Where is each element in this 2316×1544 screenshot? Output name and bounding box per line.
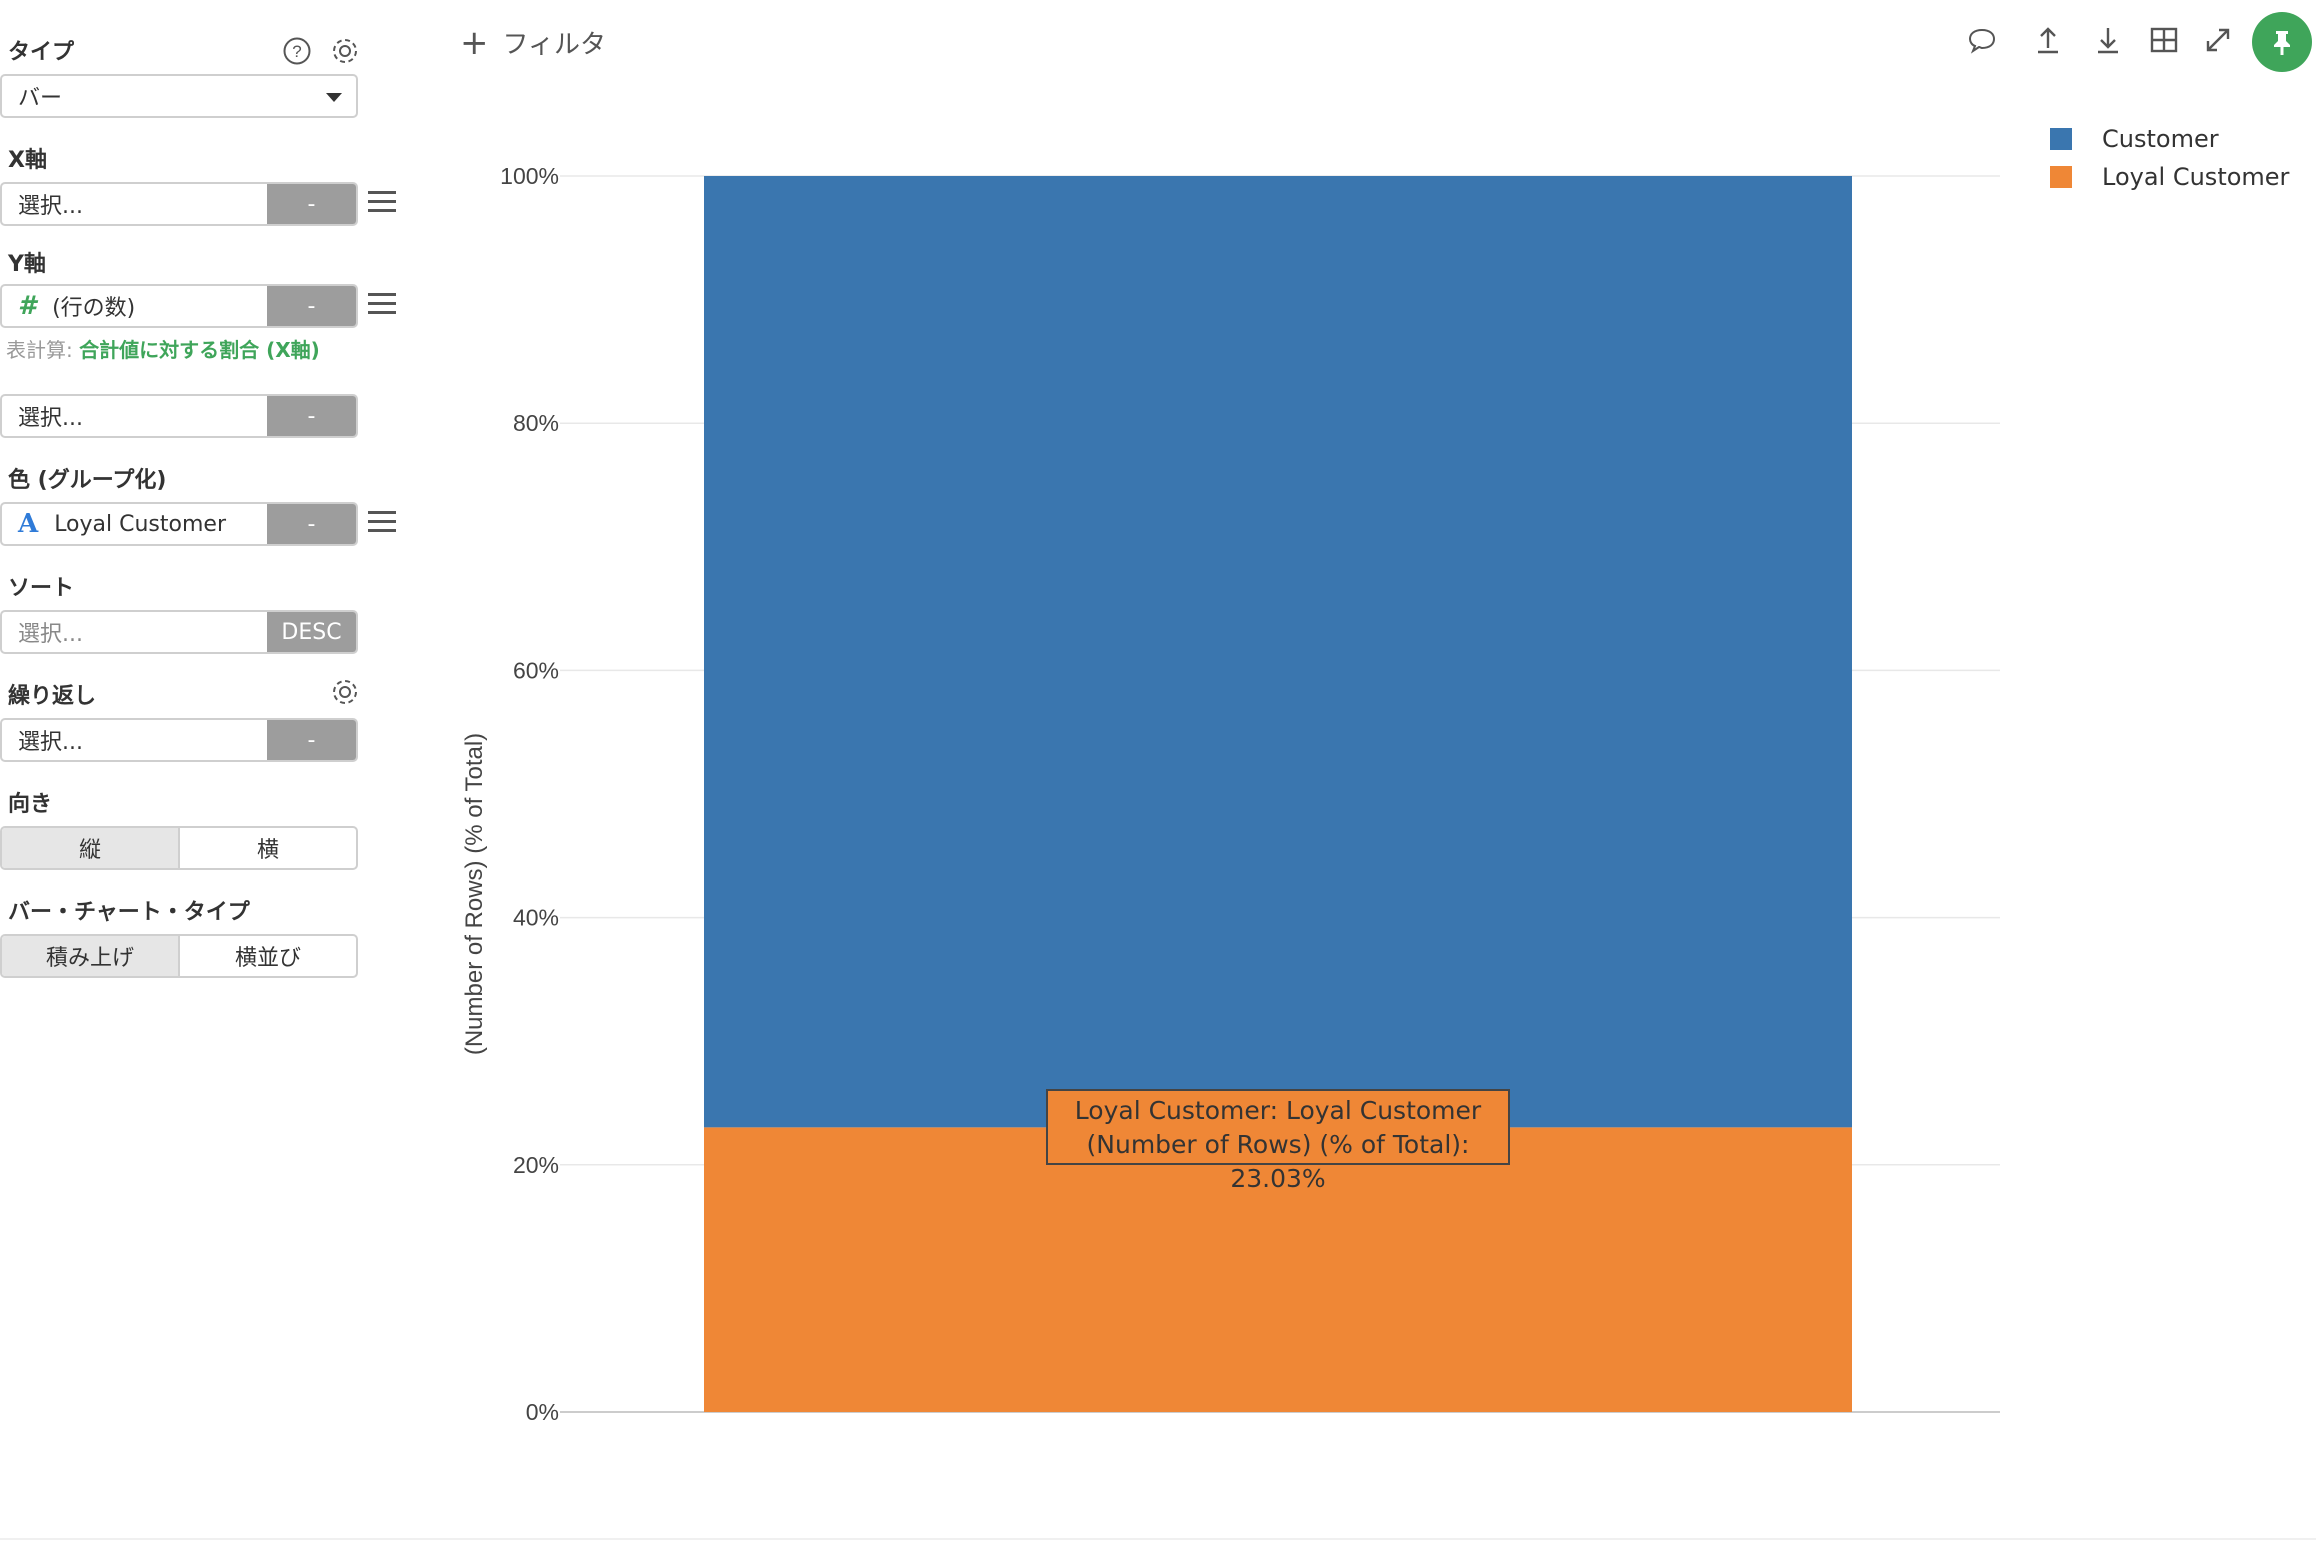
legend-item-loyal-customer[interactable]: Loyal Customer bbox=[2050, 158, 2289, 196]
bar-segment-loyal-customer[interactable] bbox=[704, 1127, 1852, 1412]
chart-bars bbox=[704, 176, 1852, 1412]
y-tick-label: 20% bbox=[513, 1152, 559, 1178]
orientation-vertical-option[interactable]: 縦 bbox=[2, 828, 178, 868]
repeat-aggregate-button[interactable]: - bbox=[267, 720, 356, 760]
plus-icon: + bbox=[460, 22, 489, 63]
y-axis-menu-icon[interactable] bbox=[368, 293, 396, 315]
sort-selector: 選択... DESC bbox=[0, 610, 358, 654]
orientation-toggle: 縦 横 bbox=[0, 826, 358, 870]
table-icon[interactable] bbox=[2148, 24, 2180, 56]
y-axis-selector: # (行の数) - bbox=[0, 284, 358, 328]
color-selector: A Loyal Customer - bbox=[0, 502, 358, 546]
repeat-field[interactable]: 選択... bbox=[18, 730, 83, 755]
sort-label: ソート bbox=[8, 576, 75, 601]
svg-text:?: ? bbox=[292, 42, 301, 61]
bar-chart-type-toggle: 積み上げ 横並び bbox=[0, 934, 358, 978]
help-icon[interactable]: ? bbox=[282, 36, 312, 66]
color-value: Loyal Customer bbox=[54, 511, 226, 537]
chart-y-ticks: 0% 20% 40% 60% 80% 100% bbox=[500, 163, 559, 1425]
y-tick-label: 100% bbox=[500, 163, 559, 189]
chart-legend: Customer Loyal Customer bbox=[2050, 120, 2289, 196]
table-calculation-value[interactable]: 合計値に対する割合 (X軸) bbox=[79, 338, 320, 362]
add-filter-button[interactable]: + フィルタ bbox=[460, 24, 606, 61]
add-filter-label: フィルタ bbox=[502, 30, 606, 60]
chart-tooltip: Loyal Customer: Loyal Customer (Number o… bbox=[1046, 1089, 1510, 1193]
y-tick-label: 40% bbox=[513, 905, 559, 931]
upload-icon[interactable] bbox=[2032, 24, 2064, 56]
orientation-horizontal-option[interactable]: 横 bbox=[178, 828, 356, 868]
color-aggregate-button[interactable]: - bbox=[267, 504, 356, 544]
legend-swatch-loyal-customer bbox=[2050, 166, 2072, 188]
x-axis-label: X軸 bbox=[8, 148, 47, 173]
y-axis-label: Y軸 bbox=[8, 252, 46, 277]
legend-item-customer[interactable]: Customer bbox=[2050, 120, 2289, 158]
chart-config-sidebar: タイプ ? バー X軸 選択... - Y軸 # (行の数) - 表計算: 合計… bbox=[0, 0, 396, 1544]
repeat-gear-icon[interactable] bbox=[330, 677, 360, 707]
bar-type-stacked-option[interactable]: 積み上げ bbox=[2, 936, 178, 976]
y-tick-label: 80% bbox=[513, 410, 559, 436]
y-axis2-selector: 選択... - bbox=[0, 394, 358, 438]
bar-chart-type-label: バー・チャート・タイプ bbox=[8, 900, 250, 925]
orientation-label: 向き bbox=[8, 792, 53, 817]
x-axis-aggregate-button[interactable]: - bbox=[267, 184, 356, 224]
bar-segment-customer[interactable] bbox=[704, 176, 1852, 1128]
legend-label-loyal-customer: Loyal Customer bbox=[2102, 163, 2290, 191]
tooltip-line-1: Loyal Customer: Loyal Customer bbox=[1074, 1096, 1482, 1125]
color-menu-icon[interactable] bbox=[368, 511, 396, 533]
text-type-icon: A bbox=[18, 509, 39, 539]
y-axis-value: (行の数) bbox=[52, 296, 136, 321]
y-axis2-field[interactable]: 選択... bbox=[18, 406, 83, 431]
x-axis-selector: 選択... - bbox=[0, 182, 358, 226]
x-axis-menu-icon[interactable] bbox=[368, 191, 396, 213]
tooltip-line-2: (Number of Rows) (% of Total): 23.03% bbox=[1086, 1130, 1470, 1193]
expand-icon[interactable] bbox=[2202, 24, 2234, 56]
y-axis2-aggregate-button[interactable]: - bbox=[267, 396, 356, 436]
color-field[interactable]: A Loyal Customer bbox=[2, 504, 267, 544]
bottom-divider bbox=[0, 1538, 2316, 1540]
sort-field[interactable]: 選択... bbox=[18, 622, 83, 647]
chart-type-select[interactable]: バー bbox=[0, 74, 358, 118]
number-type-icon: # bbox=[18, 291, 37, 321]
y-axis-aggregate-button[interactable]: - bbox=[267, 286, 356, 326]
legend-label-customer: Customer bbox=[2102, 125, 2219, 153]
legend-swatch-customer bbox=[2050, 128, 2072, 150]
comment-icon[interactable] bbox=[1966, 24, 1998, 56]
x-axis-field[interactable]: 選択... bbox=[18, 194, 83, 219]
color-group-label: 色 (グループ化) bbox=[8, 468, 167, 493]
repeat-selector: 選択... - bbox=[0, 718, 358, 762]
table-calculation[interactable]: 表計算: 合計値に対する割合 (X軸) bbox=[6, 334, 320, 363]
y-tick-label: 60% bbox=[513, 657, 559, 683]
y-tick-label: 0% bbox=[526, 1399, 559, 1425]
y-axis-title: (Number of Rows) (% of Total) bbox=[461, 733, 488, 1055]
sort-order-button[interactable]: DESC bbox=[267, 612, 356, 652]
table-calculation-label: 表計算: bbox=[6, 338, 73, 362]
chevron-down-icon bbox=[326, 93, 342, 102]
pin-button[interactable] bbox=[2252, 12, 2312, 72]
type-label: タイプ bbox=[8, 40, 75, 65]
gear-icon[interactable] bbox=[330, 36, 360, 66]
pin-icon bbox=[2274, 31, 2290, 55]
y-axis-field[interactable]: # (行の数) bbox=[2, 286, 267, 326]
bar-type-side-by-side-option[interactable]: 横並び bbox=[178, 936, 356, 976]
download-icon[interactable] bbox=[2092, 24, 2124, 56]
repeat-label: 繰り返し bbox=[8, 684, 97, 709]
chart-type-value: バー bbox=[18, 86, 63, 111]
